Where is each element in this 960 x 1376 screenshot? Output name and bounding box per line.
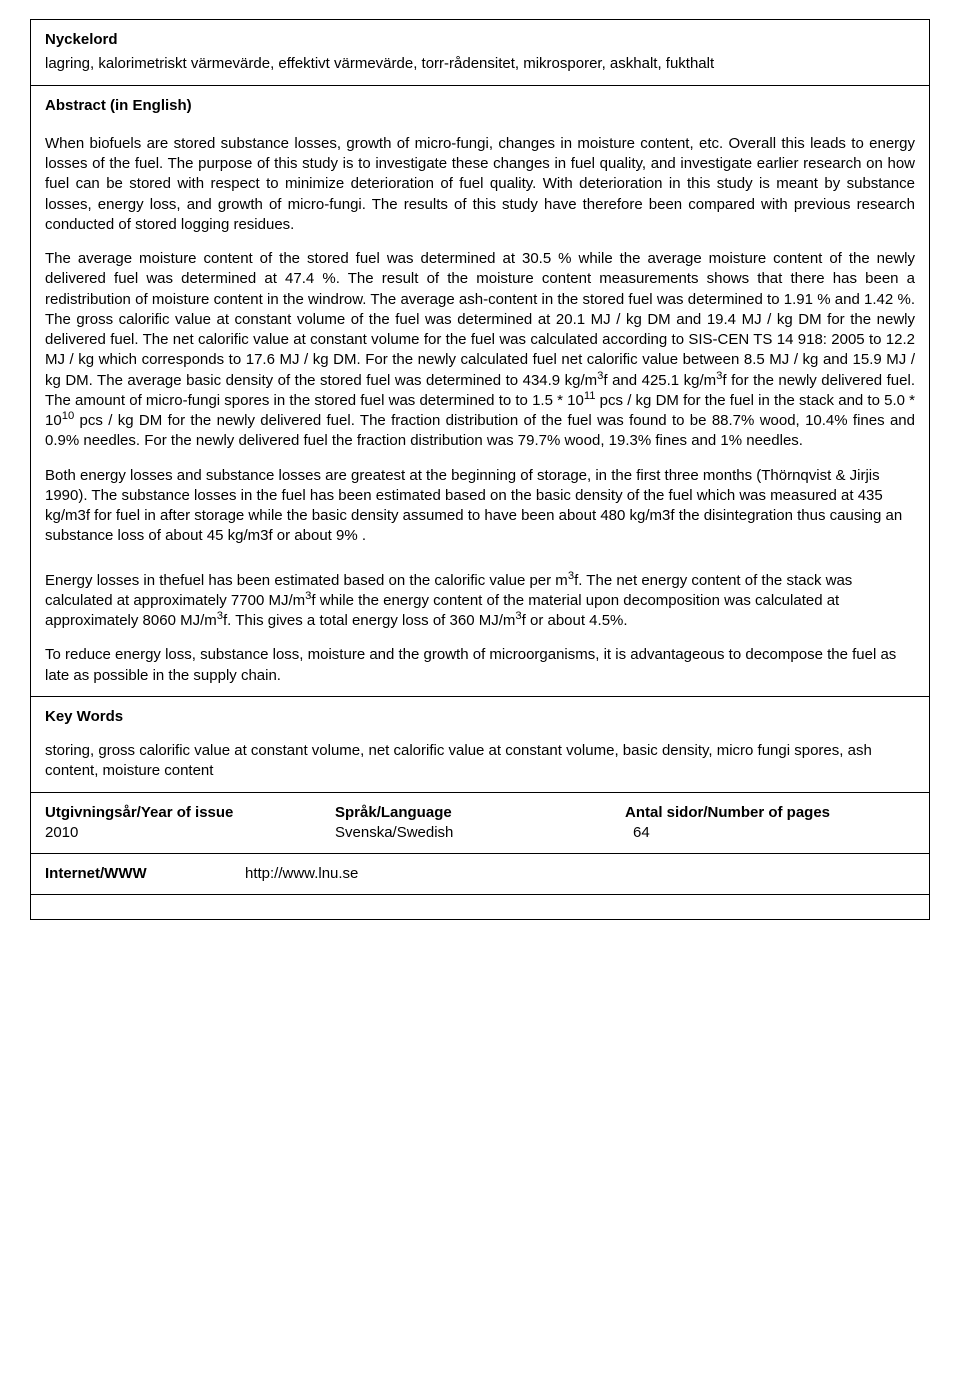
abstract-p2e: pcs / kg DM for the newly delivered fuel…: [45, 412, 915, 449]
abstract-p4: Energy losses in thefuel has been estima…: [45, 571, 915, 632]
abstract-p4d: f. This gives a total energy loss of 360…: [223, 612, 515, 629]
abstract-p2a: The average moisture content of the stor…: [45, 250, 915, 389]
keywords-heading: Key Words: [45, 707, 915, 727]
meta-year: Utgivningsår/Year of issue 2010: [45, 803, 335, 844]
meta-lang-label: Språk/Language: [335, 803, 625, 823]
meta-pages-value: 64: [625, 823, 915, 843]
nyckelord-heading: Nyckelord: [45, 30, 915, 50]
sup-11: 11: [584, 390, 596, 402]
empty-section: [30, 894, 930, 920]
nyckelord-text: lagring, kalorimetriskt värmevärde, effe…: [45, 54, 915, 74]
keywords-section: Key Words storing, gross calorific value…: [30, 696, 930, 793]
sup-10: 10: [62, 410, 75, 422]
abstract-p2b: f and 425.1 kg/m: [603, 372, 716, 389]
internet-label: Internet/WWW: [45, 864, 245, 884]
internet-section: Internet/WWW http://www.lnu.se: [30, 853, 930, 895]
abstract-p4e: f or about 4.5%.: [522, 612, 628, 629]
abstract-section: Abstract (in English) When biofuels are …: [30, 85, 930, 697]
keywords-text: storing, gross calorific value at consta…: [45, 741, 915, 782]
meta-pages: Antal sidor/Number of pages 64: [625, 803, 915, 844]
meta-year-label: Utgivningsår/Year of issue: [45, 803, 335, 823]
abstract-p1: When biofuels are stored substance losse…: [45, 134, 915, 235]
meta-year-value: 2010: [45, 823, 335, 843]
meta-lang: Språk/Language Svenska/Swedish: [335, 803, 625, 844]
abstract-p3: Both energy losses and substance losses …: [45, 466, 915, 547]
internet-url: http://www.lnu.se: [245, 864, 358, 884]
abstract-p5: To reduce energy loss, substance loss, m…: [45, 645, 915, 686]
abstract-heading: Abstract (in English): [45, 96, 915, 116]
meta-section: Utgivningsår/Year of issue 2010 Språk/La…: [30, 792, 930, 855]
abstract-p2: The average moisture content of the stor…: [45, 249, 915, 452]
nyckelord-section: Nyckelord lagring, kalorimetriskt värmev…: [30, 19, 930, 86]
abstract-p4a: Energy losses in thefuel has been estima…: [45, 572, 568, 589]
meta-pages-label: Antal sidor/Number of pages: [625, 803, 915, 823]
meta-lang-value: Svenska/Swedish: [335, 823, 625, 843]
